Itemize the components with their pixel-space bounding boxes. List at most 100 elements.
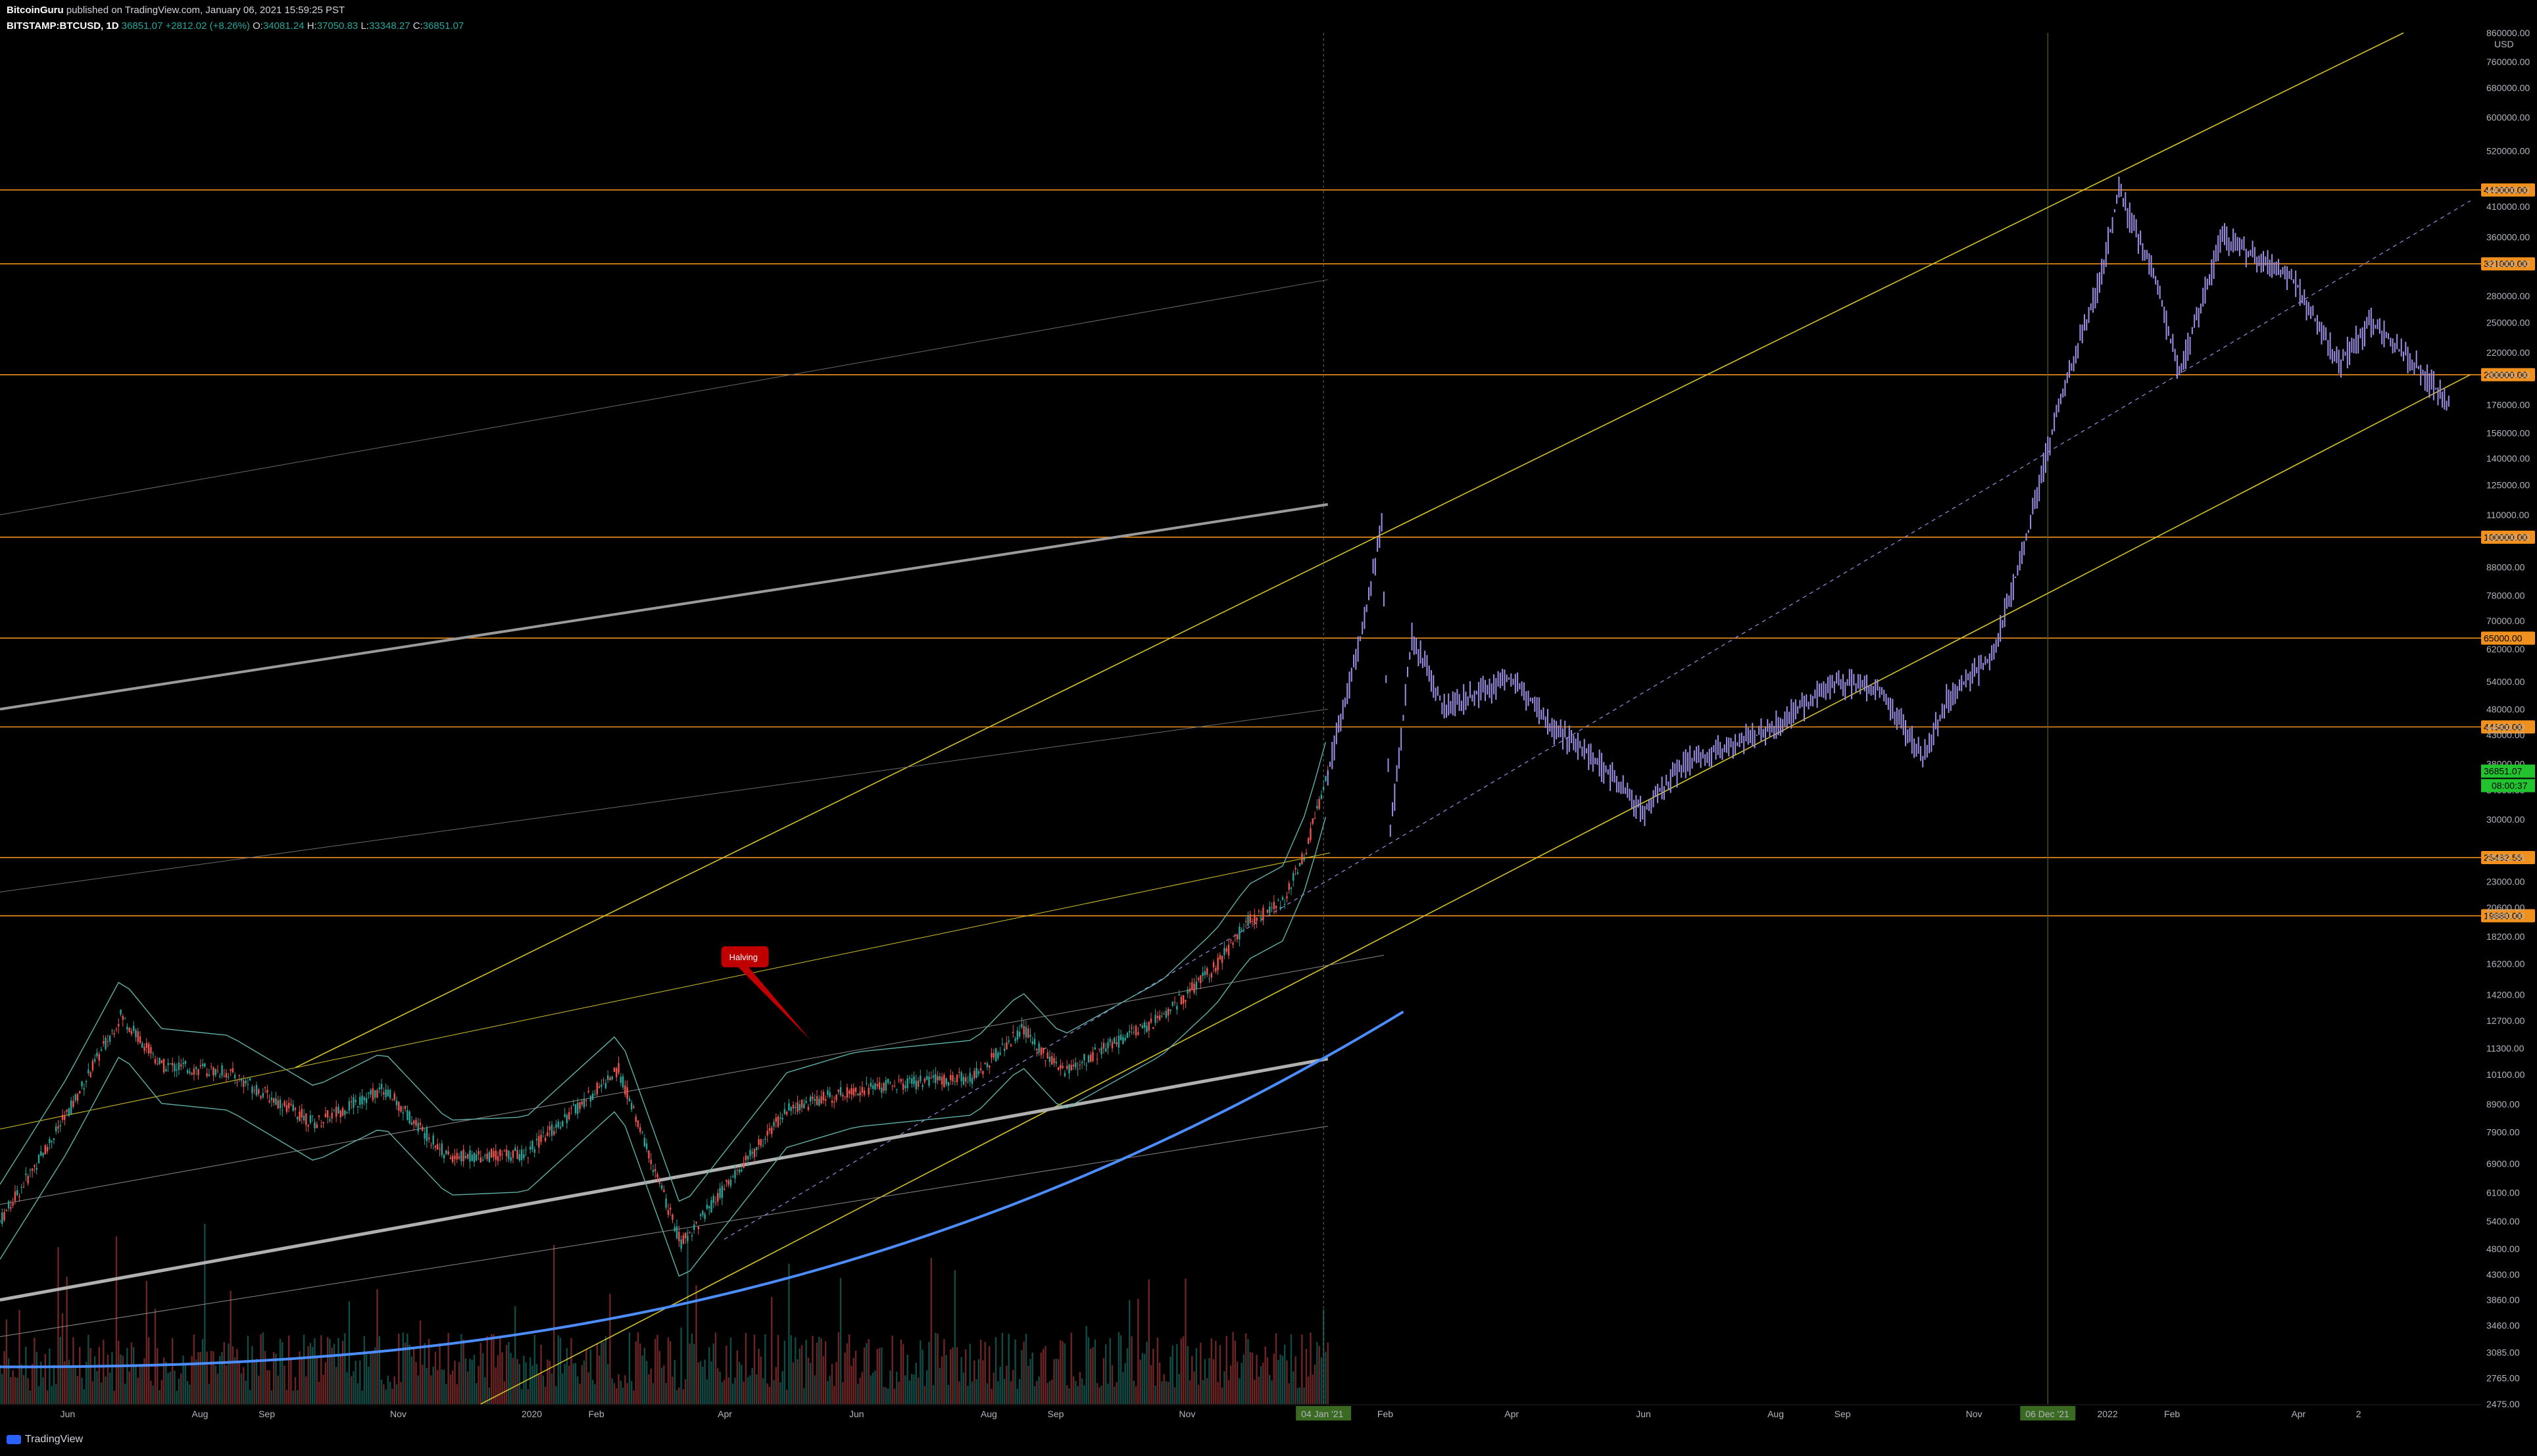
chart-header: BitcoinGuru published on TradingView.com… [7,3,464,34]
candle-body [1055,1061,1058,1063]
volume-bar [708,1347,710,1404]
y-tick-label: 860000.00 [2486,28,2530,38]
candle-body [201,1063,204,1066]
y-tick-label: 62000.00 [2486,644,2525,654]
candle-body [410,1122,413,1125]
volume-bar [225,1365,228,1404]
volume-bar [432,1366,434,1404]
volume-bar [743,1381,745,1404]
candle-body [1042,1048,1045,1054]
candle-body [937,1076,939,1080]
volume-bar [1042,1349,1045,1404]
x-tick-label: Sep [1835,1409,1851,1419]
candle-body [1124,1038,1126,1040]
volume-bar [1090,1348,1092,1404]
candle-body [25,1173,27,1175]
volume-bar [952,1347,954,1404]
volume-bar [624,1375,626,1404]
candle-body [46,1147,49,1152]
volume-bar [1182,1336,1185,1404]
candle-body [756,1147,758,1150]
volume-bar [712,1343,714,1404]
candle-body [1219,955,1221,959]
candle-body [1176,1006,1178,1010]
volume-bar [76,1376,79,1404]
candle-body [309,1115,312,1123]
candle-body [592,1094,594,1100]
tradingview-logo[interactable]: TradingView [7,1434,83,1445]
volume-bar [1109,1338,1111,1404]
candle-body [186,1069,189,1073]
candle-body [171,1063,174,1065]
volume-bar [1180,1338,1183,1404]
candle-body [814,1099,816,1102]
volume-bar [266,1370,268,1404]
candle-body [1150,1018,1152,1023]
candle-body [874,1083,876,1090]
level-tag-5: 44500.00 [2484,721,2523,732]
candle-body [264,1087,266,1088]
price-axis[interactable]: 440000.00 321000.00 200000.00 100000.00 6500… [2481,28,2535,1409]
candle-body [654,1169,656,1171]
candle-body [684,1232,687,1238]
candle-body [1116,1042,1118,1045]
candle-body [628,1098,631,1102]
volume-bar [1293,1371,1294,1404]
candle-body [859,1092,861,1096]
candle-body [831,1100,833,1104]
volume-bar [5,1319,8,1404]
volume-bar [1146,1342,1148,1404]
volume-bar [385,1389,387,1404]
volume-bar [1244,1333,1247,1404]
volume-bar [66,1276,68,1404]
candle-body [107,1041,109,1042]
candle-body [678,1232,680,1242]
candle-body [355,1100,357,1102]
candle-body [441,1143,443,1155]
candle-body [1243,929,1245,931]
candle-body [708,1206,710,1209]
volume-bar [1012,1370,1014,1404]
volume-bar [154,1309,157,1404]
candle-body [406,1110,408,1120]
candle-body [991,1053,993,1058]
volume-bar [268,1370,270,1404]
volume-bar [1066,1385,1068,1404]
y-tick-label: 156000.00 [2486,427,2530,438]
volume-bar [387,1375,389,1404]
candle-body [447,1151,449,1155]
volume-bar [480,1343,482,1404]
volume-bar [1266,1357,1269,1404]
volume-bar [1312,1374,1314,1404]
candle-body [956,1075,958,1082]
x-highlight-bg-1 [2020,1406,2076,1420]
candle-body [57,1126,59,1129]
volume-bar [527,1389,530,1404]
time-axis[interactable]: Jun Aug Sep Nov 2020 Feb Apr Jun Aug Sep Nov Feb Apr… [0,1404,2481,1420]
candle-body [1129,1031,1131,1033]
volume-bar [930,1257,932,1404]
trend-lines [0,32,2471,1405]
candle-body [928,1076,930,1086]
volume-bar [37,1386,40,1404]
candle-body [462,1150,464,1161]
volume-bar [555,1386,557,1404]
volume-bar [189,1384,191,1404]
volume-bar [727,1377,729,1404]
candle-body [393,1093,395,1100]
candle-body [488,1152,491,1163]
candle-body [268,1100,270,1102]
volume-bar [635,1341,637,1404]
volume-bar [1223,1371,1225,1404]
volume-bar [520,1389,523,1404]
volume-bar [456,1384,458,1404]
volume-bar [1197,1384,1200,1404]
candle-body [307,1125,309,1127]
candle-body [493,1151,495,1157]
volume-bar [353,1371,355,1404]
candle-body [574,1104,577,1113]
volume-bar [678,1387,680,1404]
candle-body [544,1137,547,1141]
volume-bar [626,1383,628,1404]
